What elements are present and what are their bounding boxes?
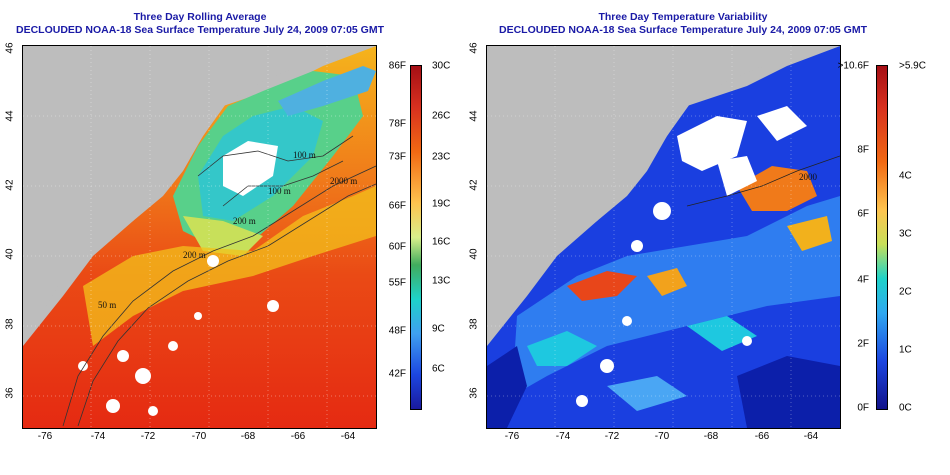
lat-lon-grid	[487, 46, 840, 428]
y-tick-label: 36	[4, 387, 16, 399]
x-tick-label: -74	[90, 431, 106, 442]
x-tick-label: -70	[191, 431, 207, 442]
x-tick-label: -70	[654, 431, 670, 442]
contour-label: 50 m	[98, 300, 116, 310]
y-tick-label: 38	[4, 318, 16, 330]
y-tick-label: 40	[468, 248, 480, 260]
colorbar-c-label: 13C	[432, 275, 451, 287]
colorbar-c-label: 9C	[432, 323, 445, 335]
colorbar-f-label: 8F	[857, 144, 869, 156]
colorbar-c-label: 26C	[432, 110, 451, 122]
colorbar-c-label: 6C	[432, 363, 445, 375]
colorbar-f-label: 55F	[388, 277, 406, 289]
colorbar-f-label: 42F	[388, 368, 406, 380]
contour-label: 2000	[799, 172, 818, 182]
contour-label: 2000 m	[330, 176, 357, 186]
sst-average-panel: Three Day Rolling Average DECLOUDED NOAA…	[4, 11, 451, 442]
colorbar-c-label: 3C	[899, 228, 912, 240]
colorbar-f-label: 86F	[388, 60, 406, 72]
panel-title: Three Day Temperature Variability	[598, 11, 768, 23]
x-tick-label: -76	[504, 431, 520, 442]
x-tick-label: -76	[37, 431, 53, 442]
colorbar-c-label: 30C	[432, 60, 451, 72]
y-tick-label: 36	[468, 387, 480, 399]
colorbar-f-label: 60F	[388, 241, 406, 253]
contour-label: 200 m	[183, 250, 206, 260]
colorbar-f-label: 73F	[388, 151, 406, 163]
panel-title: Three Day Rolling Average	[133, 11, 267, 23]
lat-lon-grid	[23, 46, 376, 428]
panel-subtitle: DECLOUDED NOAA-18 Sea Surface Temperatur…	[498, 24, 868, 36]
x-tick-label: -72	[604, 431, 620, 442]
colorbar-c-label: 23C	[432, 151, 451, 163]
colorbar-c-label: 1C	[899, 344, 912, 356]
contour-label: 200 m	[233, 216, 256, 226]
temperature-colorbar	[410, 65, 422, 410]
colorbar-f-label: 4F	[857, 274, 869, 286]
panel-subtitle: DECLOUDED NOAA-18 Sea Surface Temperatur…	[15, 24, 385, 36]
colorbar-c-label: 16C	[432, 236, 451, 248]
cloud-patches	[78, 157, 279, 416]
x-tick-label: -68	[240, 431, 256, 442]
x-tick-label: -64	[340, 431, 356, 442]
x-tick-label: -68	[703, 431, 719, 442]
colorbar-f-label: 0F	[857, 402, 869, 414]
y-tick-label: 44	[4, 110, 16, 122]
y-tick-label: 40	[4, 248, 16, 260]
colorbar-c-label: 19C	[432, 198, 451, 210]
contour-label: 100 m	[293, 150, 316, 160]
colorbar-f-label: >10.6F	[837, 60, 869, 72]
x-tick-label: -64	[803, 431, 819, 442]
colorbar-f-label: 78F	[388, 118, 406, 130]
colorbar-c-label: >5.9C	[899, 60, 926, 72]
sst-variability-panel: Three Day Temperature Variability DECLOU…	[469, 0, 950, 475]
variability-patches	[487, 166, 840, 428]
colorbar-c-label: 4C	[899, 170, 912, 182]
colorbar-c-label: 2C	[899, 286, 912, 298]
contour-label: 100 m	[268, 186, 291, 196]
y-tick-label: 46	[4, 42, 16, 54]
y-tick-label: 46	[468, 42, 480, 54]
sst-variability-map: 2000	[486, 45, 841, 429]
sst-average-map: 100 m 2000 m 100 m 200 m 200 m 50 m	[22, 45, 377, 429]
x-tick-label: -66	[290, 431, 306, 442]
colorbar-f-label: 2F	[857, 338, 869, 350]
colorbar-f-label: 66F	[388, 200, 406, 212]
x-tick-label: -74	[555, 431, 571, 442]
y-tick-label: 38	[468, 318, 480, 330]
y-tick-label: 42	[4, 179, 16, 191]
variability-colorbar	[876, 65, 888, 410]
colorbar-f-label: 48F	[388, 325, 406, 337]
colorbar-f-label: 6F	[857, 208, 869, 220]
colorbar-c-label: 0C	[899, 402, 912, 414]
bathymetry-contours	[686, 155, 840, 207]
y-tick-label: 44	[468, 110, 480, 122]
x-tick-label: -72	[140, 431, 156, 442]
x-tick-label: -66	[754, 431, 770, 442]
y-tick-label: 42	[468, 179, 480, 191]
